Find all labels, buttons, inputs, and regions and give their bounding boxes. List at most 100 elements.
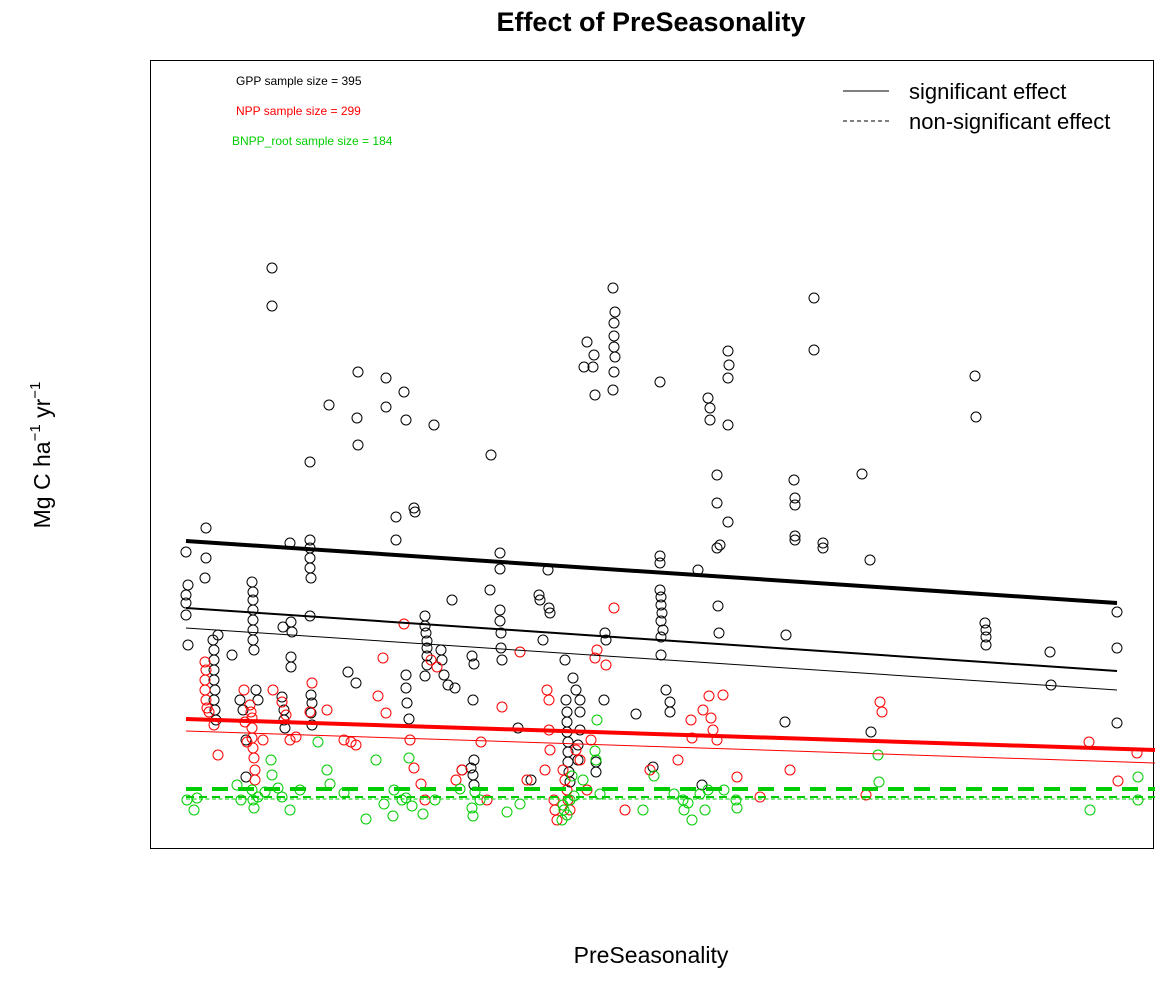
gpp-point-161 <box>655 631 667 643</box>
gpp-point-43 <box>286 626 298 638</box>
gpp-point-198 <box>979 617 991 629</box>
npp-point-69 <box>600 659 612 671</box>
gpp-point-194 <box>864 554 876 566</box>
plot-area <box>150 60 1154 849</box>
fit-line-4 <box>185 730 1155 764</box>
npp-point-81 <box>717 689 729 701</box>
fit-line-0 <box>185 539 1118 605</box>
bnpp-root-point-45 <box>577 774 589 786</box>
npp-point-70 <box>608 602 620 614</box>
gpp-point-91 <box>465 762 477 774</box>
npp-point-20 <box>249 774 261 786</box>
npp-point-35 <box>380 707 392 719</box>
gpp-point-79 <box>421 642 433 654</box>
bnpp-root-point-22 <box>378 798 390 810</box>
gpp-point-93 <box>468 658 480 670</box>
gpp-point-187 <box>789 530 801 542</box>
npp-point-22 <box>267 684 279 696</box>
gpp-point-162 <box>655 649 667 661</box>
gpp-point-0 <box>182 639 194 651</box>
npp-point-54 <box>544 744 556 756</box>
gpp-point-104 <box>495 627 507 639</box>
npp-point-77 <box>703 690 715 702</box>
npp-point-79 <box>707 724 719 736</box>
bnpp-root-point-63 <box>872 749 884 761</box>
gpp-point-174 <box>712 600 724 612</box>
bnpp-root-point-20 <box>360 813 372 825</box>
gpp-point-140 <box>600 634 612 646</box>
bnpp-root-point-48 <box>591 714 603 726</box>
npp-point-25 <box>284 734 296 746</box>
gpp-point-134 <box>587 361 599 373</box>
gpp-point-6 <box>200 522 212 534</box>
bnpp-root-point-30 <box>429 794 441 806</box>
npp-point-47 <box>496 701 508 713</box>
gpp-point-105 <box>495 642 507 654</box>
bnpp-root-point-61 <box>730 794 742 806</box>
gpp-point-178 <box>723 359 735 371</box>
gpp-point-102 <box>494 604 506 616</box>
gpp-point-11 <box>208 654 220 666</box>
npp-point-43 <box>450 774 462 786</box>
gpp-point-59 <box>350 677 362 689</box>
gpp-point-94 <box>467 694 479 706</box>
gpp-point-78 <box>421 635 433 647</box>
gpp-point-32 <box>250 684 262 696</box>
gpp-point-42 <box>285 616 297 628</box>
gpp-point-139 <box>599 627 611 639</box>
gpp-point-127 <box>574 694 586 706</box>
bnpp-root-point-41 <box>561 809 573 821</box>
gpp-point-175 <box>713 627 725 639</box>
gpp-point-167 <box>696 779 708 791</box>
gpp-point-35 <box>266 300 278 312</box>
gpp-point-201 <box>980 639 992 651</box>
gpp-point-77 <box>420 627 432 639</box>
npp-point-84 <box>784 764 796 776</box>
gpp-point-185 <box>789 492 801 504</box>
npp-point-78 <box>705 712 717 724</box>
gpp-point-150 <box>630 708 642 720</box>
gpp-point-192 <box>817 542 829 554</box>
bnpp-root-point-37 <box>514 798 526 810</box>
legend-label-significant: significant effect <box>909 79 1066 104</box>
gpp-point-98 <box>485 449 497 461</box>
bnpp-root-point-14 <box>284 804 296 816</box>
bnpp-root-point-10 <box>265 754 277 766</box>
y-axis-label-sup1: −1 <box>27 424 44 441</box>
gpp-point-205 <box>1111 642 1123 654</box>
gpp-point-204 <box>1111 606 1123 618</box>
gpp-point-61 <box>352 439 364 451</box>
gpp-point-92 <box>466 650 478 662</box>
npp-point-45 <box>475 736 487 748</box>
npp-point-41 <box>425 654 437 666</box>
npp-point-64 <box>574 754 586 766</box>
gpp-point-165 <box>664 706 676 718</box>
gpp-point-101 <box>494 563 506 575</box>
npp-point-42 <box>431 661 443 673</box>
gpp-point-36 <box>277 621 289 633</box>
npp-point-19 <box>249 764 261 776</box>
bnpp-root-point-11 <box>266 769 278 781</box>
npp-point-73 <box>672 754 684 766</box>
npp-point-30 <box>338 734 350 746</box>
bnpp-root-point-47 <box>590 754 602 766</box>
gpp-point-197 <box>970 411 982 423</box>
gpp-point-199 <box>980 624 992 636</box>
gpp-point-47 <box>304 534 316 546</box>
npp-point-90 <box>1112 775 1124 787</box>
points-layer <box>180 262 1144 826</box>
bnpp-root-point-21 <box>370 754 382 766</box>
gpp-point-117 <box>561 706 573 718</box>
gpp-point-126 <box>570 684 582 696</box>
npp-point-13 <box>245 706 257 718</box>
npp-point-66 <box>585 734 597 746</box>
gpp-point-193 <box>856 468 868 480</box>
bnpp-root-point-23 <box>387 810 399 822</box>
gpp-point-151 <box>647 761 659 773</box>
gpp-point-100 <box>494 547 506 559</box>
gpp-point-99 <box>484 584 496 596</box>
npp-point-6 <box>203 706 215 718</box>
gpp-point-62 <box>352 366 364 378</box>
npp-point-28 <box>306 677 318 689</box>
